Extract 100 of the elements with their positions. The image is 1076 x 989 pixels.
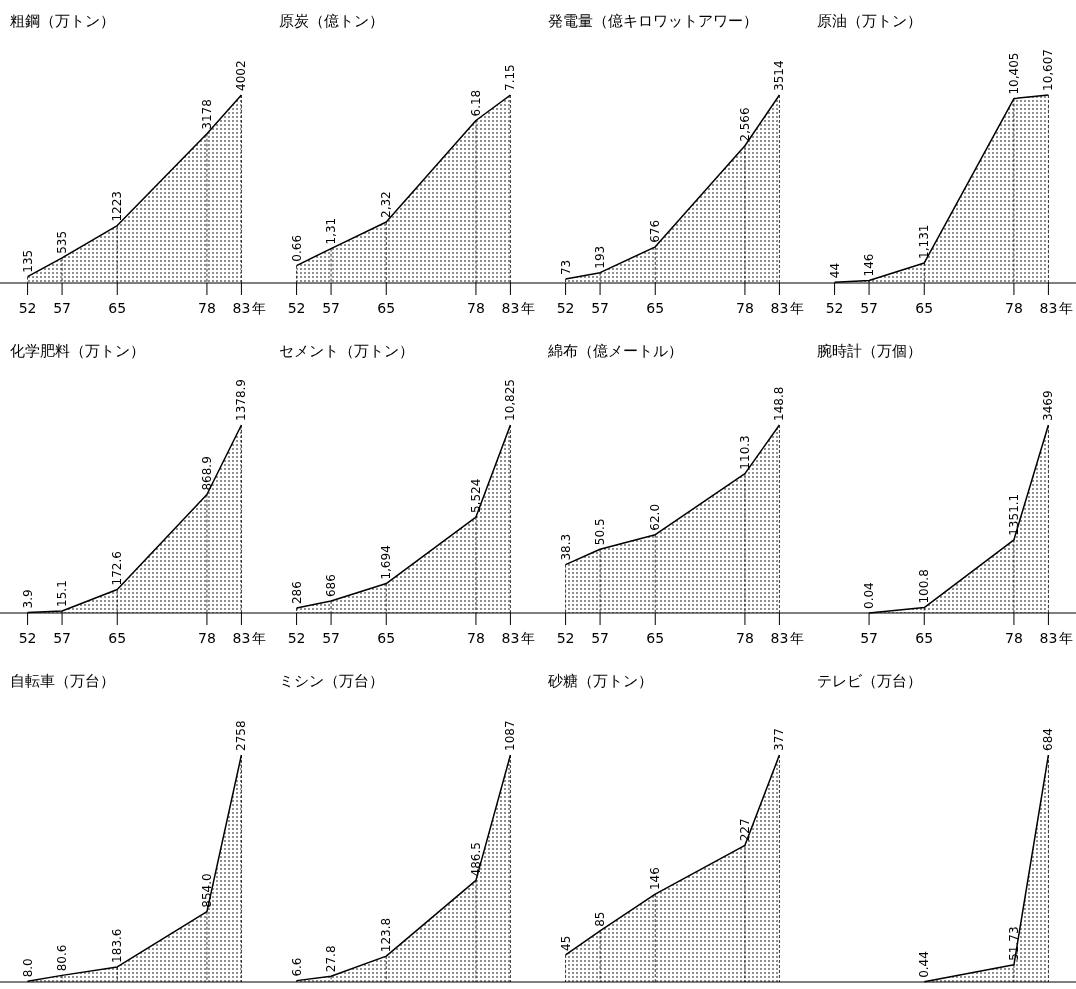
x-tick-label: 78 [736, 300, 754, 316]
x-tick-label: 52 [556, 630, 575, 646]
data-label: 2,32 [379, 191, 394, 218]
data-label: 0.66 [289, 234, 304, 262]
x-tick-label: 83 [770, 630, 789, 646]
data-label: 2758 [234, 720, 249, 751]
data-label: 44 [827, 262, 842, 279]
x-tick-label: 57 [591, 300, 609, 316]
x-tick-label: 65 [915, 630, 934, 646]
x-tick-label: 65 [377, 300, 396, 316]
data-label: 4002 [234, 60, 249, 91]
x-tick-label: 65 [108, 630, 127, 646]
x-tick-label: 83 [770, 300, 789, 316]
data-label: 62.0 [648, 503, 663, 531]
data-label: 535 [55, 230, 70, 254]
x-tick-label: 65 [108, 300, 127, 316]
x-tick-label: 57 [591, 630, 609, 646]
data-label: 8.0 [20, 958, 35, 978]
chart-title: 原油（万トン） [817, 12, 922, 30]
data-label: 10,825 [503, 379, 518, 421]
data-label: 1351.1 [1006, 493, 1021, 536]
data-label: 183.6 [110, 928, 125, 963]
data-label: 193 [593, 245, 608, 269]
x-axis-title: 年 [790, 630, 805, 646]
x-axis-title: 年 [521, 300, 536, 316]
x-tick-label: 57 [860, 300, 878, 316]
x-tick-label: 57 [322, 630, 340, 646]
x-axis-title: 年 [252, 630, 267, 646]
x-tick-label: 78 [467, 300, 485, 316]
x-tick-label: 83 [232, 630, 251, 646]
data-label: 148.8 [772, 386, 787, 421]
x-tick-label: 57 [860, 630, 878, 646]
data-label: 80.6 [55, 944, 70, 972]
x-axis-title: 年 [1059, 300, 1074, 316]
chart-title: セメント（万トン） [279, 342, 414, 360]
data-label: 286 [289, 581, 304, 605]
chart-title: 原炭（億トン） [279, 12, 384, 30]
x-tick-label: 57 [53, 300, 71, 316]
data-label: 686 [324, 574, 339, 598]
data-label: 2,566 [737, 107, 752, 142]
x-tick-label: 52 [18, 630, 37, 646]
x-axis-title: 年 [790, 300, 805, 316]
data-label: 146 [648, 867, 663, 891]
data-label: 6.6 [289, 957, 304, 977]
data-label: 377 [772, 728, 787, 751]
x-tick-label: 78 [467, 630, 485, 646]
data-label: 676 [648, 219, 663, 243]
data-label: 38.3 [558, 533, 573, 561]
chart-title: 自転車（万台） [10, 672, 115, 690]
data-label: 5,524 [468, 478, 483, 514]
data-label: 85 [593, 911, 608, 927]
x-axis-title: 年 [252, 300, 267, 316]
data-label: 10,405 [1006, 52, 1021, 95]
data-label: 110.3 [737, 435, 752, 470]
data-label: 3178 [199, 99, 214, 130]
x-tick-label: 57 [53, 630, 71, 646]
x-tick-label: 52 [18, 300, 37, 316]
x-tick-label: 83 [501, 300, 520, 316]
data-label: 854.0 [199, 873, 214, 908]
chart-title: ミシン（万台） [279, 672, 384, 690]
data-label: 1223 [110, 191, 125, 222]
chart-title: 腕時計（万個） [817, 342, 922, 360]
data-label: 3469 [1041, 390, 1056, 421]
chart-title: 砂糖（万トン） [547, 672, 653, 690]
data-label: 50.5 [593, 518, 608, 546]
data-label: 123.8 [379, 917, 394, 953]
x-tick-label: 52 [556, 300, 575, 316]
x-axis-title: 年 [521, 630, 536, 646]
chart-title: 化学肥料（万トン） [10, 342, 145, 360]
data-label: 1,31 [324, 217, 339, 245]
x-tick-label: 78 [198, 630, 216, 646]
data-label: 10,607 [1041, 49, 1056, 91]
x-tick-label: 83 [1039, 630, 1058, 646]
x-tick-label: 52 [825, 300, 844, 316]
data-label: 0.04 [862, 582, 877, 609]
data-label: 146 [862, 253, 877, 277]
x-tick-label: 83 [1039, 300, 1058, 316]
data-label: 51.73 [1006, 926, 1021, 961]
x-tick-label: 78 [1005, 300, 1023, 316]
data-label: 3514 [772, 60, 787, 91]
data-label: 3.9 [20, 589, 35, 609]
data-label: 1,694 [379, 545, 394, 580]
x-tick-label: 83 [232, 300, 251, 316]
chart-title: 発電量（億キロワットアワー） [548, 12, 758, 30]
data-label: 1087 [503, 720, 518, 751]
x-tick-label: 83 [501, 630, 520, 646]
data-label: 135 [20, 249, 35, 273]
x-tick-label: 65 [646, 300, 665, 316]
chart-title: 綿布（億メートル） [547, 342, 683, 360]
data-label: 227 [737, 818, 752, 842]
data-label: 27.8 [324, 945, 339, 973]
x-tick-label: 57 [322, 300, 340, 316]
x-tick-label: 52 [287, 630, 306, 646]
x-tick-label: 65 [915, 300, 934, 316]
chart-title: テレビ（万台） [817, 672, 922, 690]
chart-title: 粗鋼（万トン） [10, 12, 115, 30]
x-tick-label: 78 [1005, 630, 1023, 646]
data-label: 73 [558, 259, 573, 276]
x-tick-label: 65 [377, 630, 396, 646]
x-tick-label: 78 [198, 300, 216, 316]
